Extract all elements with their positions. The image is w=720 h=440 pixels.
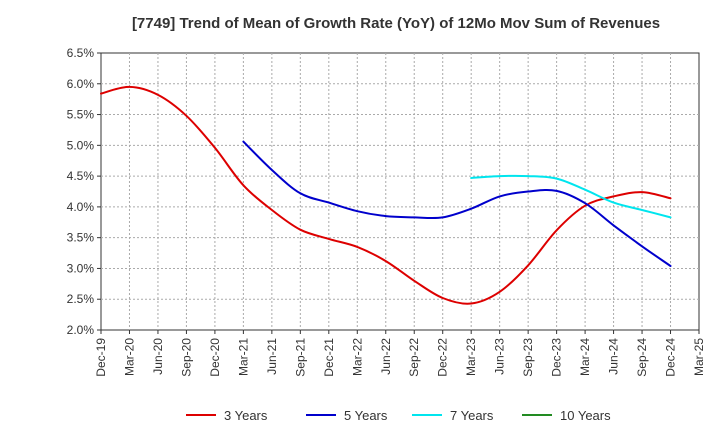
x-tick-label: Jun-20 xyxy=(151,338,165,375)
x-tick-label: Jun-24 xyxy=(607,338,621,375)
x-tick-label: Mar-22 xyxy=(350,338,364,376)
x-tick-label: Jun-23 xyxy=(493,338,507,375)
series-line-5-years xyxy=(242,140,672,267)
x-tick-label: Mar-25 xyxy=(692,338,706,376)
x-tick-label: Sep-22 xyxy=(407,338,421,377)
plot-area xyxy=(100,52,700,331)
x-tick-label: Sep-21 xyxy=(293,338,307,377)
x-tick-label: Sep-23 xyxy=(521,338,535,377)
y-tick-label: 6.5% xyxy=(67,46,95,60)
x-tick-label: Sep-20 xyxy=(179,338,193,377)
x-axis: Dec-19 Mar-20 Jun-20 Sep-20 Dec-20 Mar-21 Jun-… xyxy=(94,330,706,377)
legend: 3 Years 5 Years 7 Years 10 Years xyxy=(186,408,611,423)
y-tick-label: 4.0% xyxy=(67,200,95,214)
chart-title: [7749] Trend of Mean of Growth Rate (YoY… xyxy=(132,15,660,32)
y-tick-label: 4.5% xyxy=(67,169,95,183)
y-tick-label: 6.0% xyxy=(67,77,95,91)
x-tick-label: Mar-20 xyxy=(122,338,136,376)
legend-label-5-years: 5 Years xyxy=(344,408,388,423)
x-tick-label: Dec-24 xyxy=(664,338,678,377)
x-tick-label: Dec-22 xyxy=(436,338,450,377)
y-tick-label: 3.5% xyxy=(67,231,95,245)
legend-label-7-years: 7 Years xyxy=(450,408,494,423)
x-tick-label: Jun-21 xyxy=(265,338,279,375)
series-line-7-years xyxy=(470,174,672,219)
y-tick-label: 2.5% xyxy=(67,292,95,306)
x-tick-label: Dec-19 xyxy=(94,338,108,377)
x-tick-label: Dec-21 xyxy=(322,338,336,377)
series-line-3-years xyxy=(100,85,672,305)
x-tick-label: Dec-20 xyxy=(208,338,222,377)
series-layer xyxy=(100,85,672,305)
y-tick-label: 2.0% xyxy=(67,323,95,337)
x-tick-label: Sep-24 xyxy=(635,338,649,377)
x-tick-label: Dec-23 xyxy=(550,338,564,377)
x-tick-label: Mar-24 xyxy=(578,338,592,376)
y-tick-label: 5.5% xyxy=(67,108,95,122)
legend-label-10-years: 10 Years xyxy=(560,408,611,423)
x-tick-label: Jun-22 xyxy=(379,338,393,375)
y-axis: 2.0% 2.5% 3.0% 3.5% 4.0% 4.5% 5.0% 5.5% 6.0% 6.5% xyxy=(67,46,101,337)
x-tick-label: Mar-21 xyxy=(236,338,250,376)
legend-label-3-years: 3 Years xyxy=(224,408,268,423)
x-tick-label: Mar-23 xyxy=(464,338,478,376)
y-tick-label: 3.0% xyxy=(67,261,95,275)
y-tick-label: 5.0% xyxy=(67,138,95,152)
